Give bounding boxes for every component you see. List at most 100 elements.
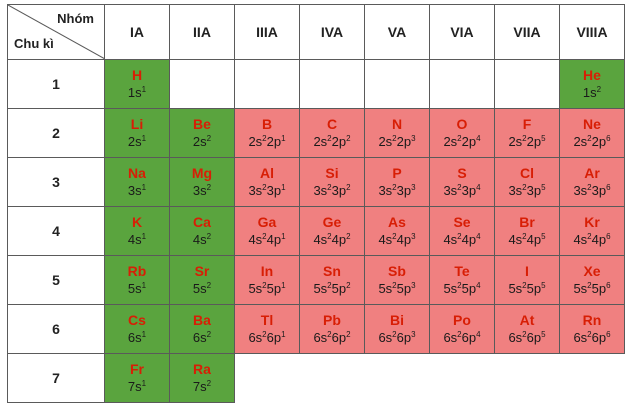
orbital-label: 6p [396,330,412,345]
element-cell: Po 6s26p4 [429,304,495,354]
electron-count: 3 [411,134,416,143]
group-header-iiia: IIIA [234,4,300,60]
electron-count: 2 [262,183,267,192]
element-symbol: Rn [582,312,602,328]
electron-count: 2 [457,183,462,192]
element-cell: Xe 5s25p6 [559,255,625,305]
diagonal-line [8,5,105,59]
electron-configuration: 3s1 [105,182,169,199]
element-symbol: Na [128,165,146,181]
empty-cell [364,353,430,403]
electron-count: 4 [476,232,481,241]
electron-count: 2 [596,85,602,94]
orbital-label: 2p [461,134,477,149]
element-symbol: Be [193,116,211,132]
orbital-label: 2s [573,134,588,149]
element-symbol: Po [453,312,471,328]
electron-count: 2 [206,134,212,143]
electron-count: 1 [281,134,286,143]
orbital-label: 5p [526,281,542,296]
electron-count: 2 [587,232,592,241]
electron-count: 1 [141,134,147,143]
orbital-label: 2p [331,134,347,149]
electron-configuration: 4s24p6 [560,231,624,248]
element-cell: Na 3s1 [104,157,170,207]
period-number: 6 [7,304,105,354]
electron-count: 2 [327,134,332,143]
element-cell: Ba 6s2 [169,304,235,354]
periodic-table: Nhóm Chu kì IA IIA IIIA IVA VA VIA VIIA … [7,4,625,403]
period-number: 1 [7,59,105,109]
element-symbol: N [391,116,403,132]
element-symbol: Cl [520,165,534,181]
electron-count: 2 [206,281,212,290]
electron-count: 2 [522,183,527,192]
orbital-label: 5s [443,281,458,296]
electron-configuration: 5s25p3 [365,280,429,297]
orbital-label: 3p [526,183,542,198]
element-cell: P 3s23p3 [364,157,430,207]
element-symbol: He [583,67,601,83]
empty-cell [299,59,365,109]
electron-configuration: 3s23p5 [495,182,559,199]
element-symbol: Xe [583,263,601,279]
group-header-ia: IA [104,4,170,60]
group-header-iva: IVA [299,4,365,60]
orbital-label: 3s [443,183,458,198]
orbital-label: 3s [378,183,393,198]
electron-count: 1 [281,281,286,290]
orbital-label: 4p [526,232,542,247]
element-cell: Sr 5s2 [169,255,235,305]
element-symbol: Ar [584,165,600,181]
electron-count: 2 [262,330,267,339]
orbital-label: 5s [127,281,142,296]
electron-count: 2 [206,379,212,388]
orbital-label: 5p [266,281,282,296]
electron-configuration: 5s1 [105,280,169,297]
element-symbol: Ne [583,116,601,132]
orbital-label: 6p [331,330,347,345]
period-row: 2 Li 2s1 Be 2s2 B 2s22p1 C 2s22p2 N 2s22p3 O 2s22p4 F… [7,108,625,158]
electron-configuration: 6s26p2 [300,329,364,346]
electron-count: 1 [281,183,286,192]
electron-count: 1 [141,85,147,94]
group-header-iia: IIA [169,4,235,60]
electron-count: 2 [346,183,351,192]
electron-configuration: 5s25p6 [560,280,624,297]
element-symbol: Kr [584,214,600,230]
orbital-label: 4p [331,232,347,247]
electron-count: 3 [411,281,416,290]
electron-configuration: 2s2 [170,133,234,150]
element-symbol: Li [130,116,144,132]
orbital-label: 2s [248,134,263,149]
orbital-label: 5p [331,281,347,296]
element-cell: H 1s1 [104,59,170,109]
orbital-label: 7s [192,379,207,394]
element-cell: Cs 6s1 [104,304,170,354]
element-symbol: Ca [193,214,211,230]
electron-configuration: 3s23p1 [235,182,299,199]
orbital-label: 5p [396,281,412,296]
element-symbol: Si [325,165,339,181]
electron-configuration: 5s25p1 [235,280,299,297]
orbital-label: 6s [248,330,263,345]
electron-configuration: 3s23p3 [365,182,429,199]
electron-configuration: 4s24p4 [430,231,494,248]
empty-cell [429,59,495,109]
group-header-viia: VIIA [494,4,560,60]
electron-configuration: 3s2 [170,182,234,199]
electron-configuration: 4s24p1 [235,231,299,248]
orbital-label: 7s [127,379,142,394]
electron-count: 5 [541,134,546,143]
electron-configuration: 2s22p2 [300,133,364,150]
period-row: 6 Cs 6s1 Ba 6s2 Tl 6s26p1 Pb 6s26p2 Bi 6s26p3 Po 6s2… [7,304,625,354]
electron-count: 2 [522,134,527,143]
electron-configuration: 5s25p4 [430,280,494,297]
element-cell: Ga 4s24p1 [234,206,300,256]
orbital-label: 3s [508,183,523,198]
orbital-label: 4s [313,232,328,247]
element-symbol: Te [454,263,470,279]
orbital-label: 4s [508,232,523,247]
electron-count: 1 [141,183,147,192]
empty-cell [494,59,560,109]
